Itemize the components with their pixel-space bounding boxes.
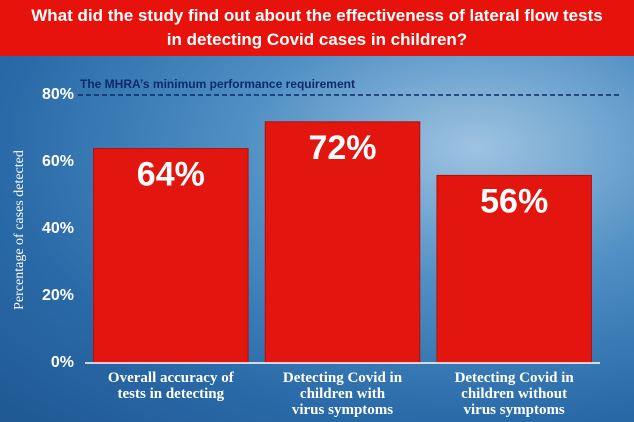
x-tick-label: Detecting Covid in children without viru… xyxy=(454,370,574,418)
y-tick-label: 60% xyxy=(42,153,74,170)
y-tick-label: 20% xyxy=(42,287,74,304)
y-tick-label: 40% xyxy=(42,220,74,237)
value-label: 64% xyxy=(137,156,205,194)
chart-title: What did the study find out about the ef… xyxy=(0,0,634,56)
y-axis-label: Percentage of cases detected xyxy=(12,150,27,310)
value-label: 72% xyxy=(308,129,376,167)
bar xyxy=(264,121,421,364)
y-tick-label: 80% xyxy=(42,86,74,103)
value-label: 56% xyxy=(480,182,548,220)
y-tick-label: 0% xyxy=(51,354,74,371)
reference-label: The MHRA’s minimum performance requireme… xyxy=(80,77,355,91)
x-tick-label: Overall accuracy of tests in detecting xyxy=(107,370,234,402)
bar xyxy=(436,174,592,364)
x-tick-label: Detecting Covid in children with virus s… xyxy=(282,370,403,418)
